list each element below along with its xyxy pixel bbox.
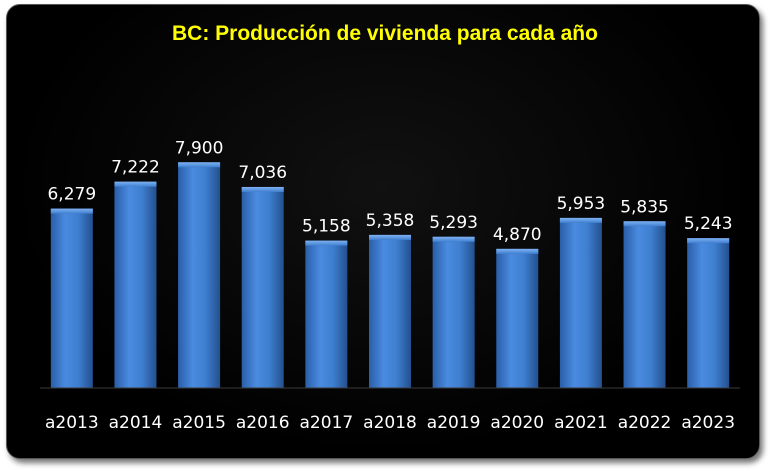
bar-a2014 [114, 181, 157, 388]
bar-cap-a2023 [687, 238, 730, 244]
x-tick-a2020: a2020 [490, 413, 544, 433]
bar-cap-a2015 [178, 162, 221, 168]
x-tick-a2014: a2014 [109, 413, 163, 433]
bar-a2013 [50, 208, 93, 388]
bar-a2022 [623, 221, 666, 388]
bar-a2020 [496, 248, 539, 388]
bar-cap-a2013 [50, 208, 93, 214]
chart-title: BC: Producción de vivienda para cada año [172, 22, 598, 45]
data-label-a2014: 7,222 [111, 158, 160, 178]
bar-a2019 [432, 236, 475, 388]
bar-cap-a2022 [623, 221, 666, 227]
x-tick-a2013: a2013 [45, 413, 99, 433]
x-tick-a2018: a2018 [363, 413, 417, 433]
x-tick-a2017: a2017 [300, 413, 354, 433]
bar-cap-a2019 [432, 236, 475, 242]
x-tick-a2021: a2021 [554, 413, 608, 433]
bar-a2017 [305, 240, 348, 388]
data-label-a2015: 7,900 [175, 138, 224, 158]
x-tick-a2023: a2023 [681, 413, 735, 433]
bar-a2023 [687, 238, 730, 388]
data-label-a2019: 5,293 [429, 213, 478, 233]
data-label-a2020: 4,870 [493, 225, 542, 245]
x-tick-a2016: a2016 [236, 413, 290, 433]
bar-cap-a2021 [559, 217, 602, 223]
data-label-a2017: 5,158 [302, 217, 351, 237]
data-label-a2016: 7,036 [238, 163, 287, 183]
bar-a2018 [369, 234, 411, 388]
bar-a2015 [178, 162, 221, 388]
data-label-a2022: 5,835 [620, 197, 669, 217]
bar-cap-a2014 [114, 181, 157, 187]
data-label-a2018: 5,358 [366, 211, 415, 231]
bar-cap-a2017 [305, 240, 348, 246]
bar-cap-a2018 [369, 234, 411, 240]
bars-group: 6,279 7,222 7,900 7,036 5,158 5,358 5,293 4,870… [47, 138, 733, 388]
bar-cap-a2020 [496, 248, 539, 254]
bar-cap-a2016 [241, 186, 284, 192]
x-tick-a2019: a2019 [427, 413, 481, 433]
bar-a2016 [241, 186, 284, 388]
bar-a2021 [559, 217, 602, 388]
data-label-a2013: 6,279 [47, 185, 96, 205]
x-tick-labels: a2013 a2014 a2015 a2016 a2017 a2018 a2019 a2020… [45, 413, 735, 433]
x-tick-a2022: a2022 [618, 413, 672, 433]
data-label-a2021: 5,953 [557, 194, 606, 214]
data-label-a2023: 5,243 [684, 214, 733, 234]
x-tick-a2015: a2015 [172, 413, 226, 433]
